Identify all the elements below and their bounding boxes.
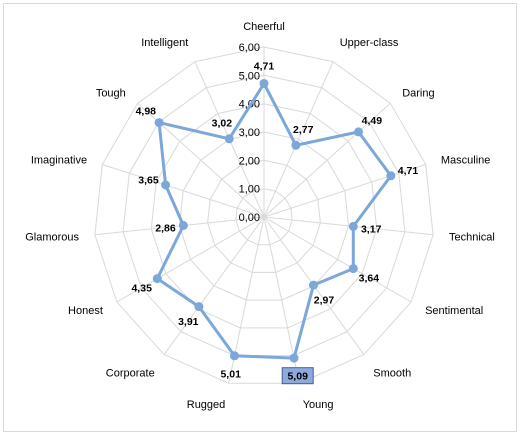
grid-spoke	[263, 61, 334, 218]
data-label: 4,71	[398, 165, 419, 177]
data-label: 3,91	[178, 316, 199, 328]
grid-ring	[235, 188, 293, 246]
category-label: Honest	[68, 305, 103, 317]
data-point	[386, 171, 396, 181]
tick-label: 5,00	[239, 70, 260, 82]
category-label: Tough	[96, 88, 126, 100]
data-label: 4,71	[254, 61, 275, 73]
data-point	[259, 79, 269, 88]
category-label: Imaginative	[31, 155, 87, 167]
data-point	[224, 134, 234, 144]
data-point	[309, 280, 318, 290]
grid-spoke	[163, 216, 265, 355]
tick-label: 1,00	[239, 184, 260, 196]
tick-label: 2,00	[239, 155, 260, 167]
category-label: Glamorous	[25, 231, 79, 243]
data-point	[230, 351, 239, 361]
grid-ring	[94, 46, 434, 384]
grid-spoke	[263, 163, 426, 218]
category-label: Rugged	[187, 399, 226, 411]
data-label: 5,01	[220, 369, 241, 381]
data-label: 2,97	[314, 295, 335, 307]
category-label: Masculine	[441, 155, 491, 167]
category-label: Intelligent	[141, 37, 188, 49]
data-label: 4,35	[131, 283, 152, 295]
data-point	[289, 353, 299, 363]
data-label: 4,49	[362, 115, 383, 127]
grid-ring	[207, 159, 321, 273]
grid-ring	[150, 103, 378, 329]
data-label: 4,98	[136, 106, 157, 118]
data-label: 2,86	[155, 222, 176, 234]
data-point	[161, 180, 171, 190]
data-label-highlight-box	[281, 367, 314, 385]
grid-spoke	[263, 216, 434, 236]
grid-spoke	[263, 216, 412, 303]
data-label: 3,64	[359, 273, 380, 285]
grid-ring	[178, 131, 350, 301]
category-label: Technical	[449, 231, 495, 243]
category-label: Sentimental	[425, 305, 483, 317]
tick-label: 6,00	[239, 42, 260, 54]
data-point	[348, 264, 358, 274]
data-point	[348, 221, 358, 231]
data-point	[354, 127, 363, 137]
grid-spoke	[116, 216, 265, 303]
category-label: Young	[303, 399, 334, 411]
category-label: Upper-class	[340, 37, 399, 49]
data-point	[178, 221, 188, 230]
data-point	[152, 274, 162, 284]
category-label: Daring	[402, 88, 434, 100]
grid-spoke	[263, 102, 391, 218]
data-label: 2,77	[293, 124, 314, 136]
data-label: 3,17	[361, 223, 382, 235]
data-label: 3,02	[212, 117, 233, 129]
grid-spoke	[102, 163, 265, 218]
data-label: 5,09	[287, 371, 308, 383]
series-line	[155, 82, 393, 360]
data-point	[154, 118, 164, 128]
data-point	[194, 302, 204, 312]
data-point	[291, 140, 301, 150]
tick-label: 3,00	[239, 127, 260, 139]
category-label: Cheerful	[243, 21, 285, 33]
category-label: Smooth	[373, 368, 411, 380]
tick-label: 0,00	[239, 212, 260, 224]
data-label: 3,65	[138, 175, 159, 187]
category-label: Corporate	[106, 368, 155, 380]
